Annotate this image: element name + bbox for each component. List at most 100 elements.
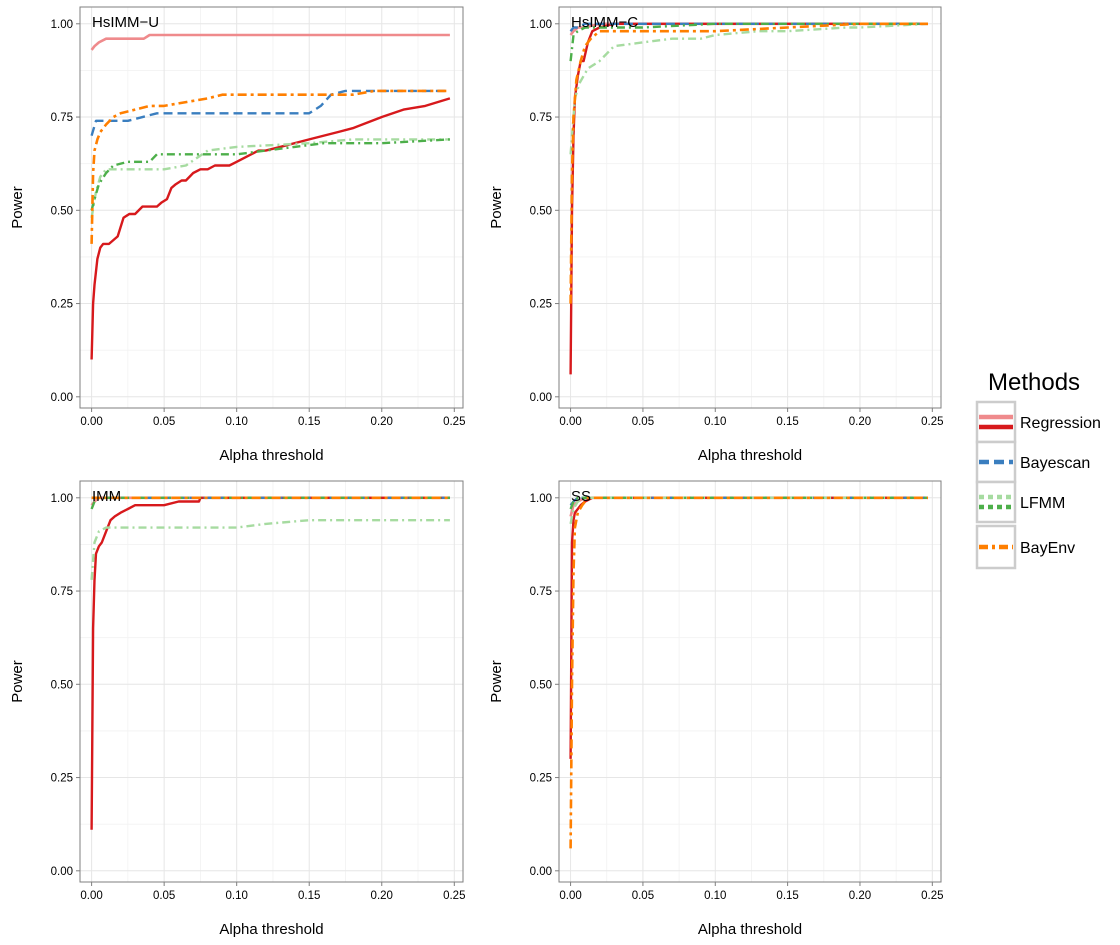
series-lines: [569, 22, 929, 375]
y-tick-label: 0.75: [530, 112, 552, 124]
panel-border: [558, 6, 942, 409]
y-tick-label: 0.00: [530, 392, 552, 404]
x-tick-label: 0.05: [632, 890, 654, 902]
series-lines: [90, 33, 451, 360]
x-tick-label: 0.25: [921, 416, 943, 428]
x-axis-title: Alpha threshold: [219, 921, 323, 938]
x-tick-label: 0.15: [776, 890, 798, 902]
panel-border: [558, 480, 942, 883]
y-tick-label: 0.50: [530, 679, 552, 691]
panel-2: 0.00 0.05 0.10 0.15 0.20 0.25 0.00 0.25 0.50 0.75…: [9, 480, 465, 938]
y-tick-label: 0.00: [51, 392, 73, 404]
x-tick-label: 0.05: [153, 890, 175, 902]
panel-border: [79, 480, 464, 883]
panel-1: 0.00 0.05 0.10 0.15 0.20 0.25 0.00 0.25 0.50 0.75…: [488, 6, 944, 464]
x-axis-title: Alpha threshold: [698, 921, 802, 938]
x-tick-label: 0.20: [849, 890, 871, 902]
panel-background: [80, 481, 463, 882]
x-tick-label: 0.15: [776, 416, 798, 428]
panel-background: [80, 7, 463, 408]
x-axis-title: Alpha threshold: [219, 447, 323, 464]
panel-title: HsIMM−C: [571, 14, 638, 31]
legend-title: Methods: [988, 369, 1080, 396]
legend-label: Bayescan: [1020, 455, 1090, 472]
series-line-lfmm: [569, 22, 928, 62]
series-line-lfmm: [90, 138, 450, 211]
y-tick-label: 0.25: [51, 299, 73, 311]
legend-label: BayEnv: [1020, 540, 1075, 557]
legend-item-lfmm: LFMM: [975, 480, 1065, 524]
series-line-bayenv: [569, 496, 928, 849]
panel-title: HsIMM−U: [92, 14, 159, 31]
y-tick-label: 0.25: [530, 773, 552, 785]
x-tick-label: 0.10: [704, 890, 726, 902]
y-tick-label: 0.75: [530, 586, 552, 598]
panel-border: [79, 6, 464, 409]
x-tick-label: 0.20: [849, 416, 871, 428]
x-tick-label: 0.15: [298, 416, 320, 428]
y-tick-label: 0.75: [51, 586, 73, 598]
series-line-lfmm: [569, 496, 928, 525]
x-tick-label: 0.20: [371, 416, 393, 428]
legend: Methods Regression Bayescan LFMM BayEnv: [975, 369, 1101, 570]
legend-key-box: [975, 400, 1017, 444]
x-tick-label: 0.10: [225, 416, 247, 428]
y-tick-label: 0.50: [51, 679, 73, 691]
x-tick-label: 0.00: [80, 416, 102, 428]
x-tick-label: 0.20: [371, 890, 393, 902]
x-tick-label: 0.10: [225, 890, 247, 902]
y-tick-label: 0.50: [51, 205, 73, 217]
y-tick-label: 1.00: [51, 19, 73, 31]
x-tick-label: 0.15: [298, 890, 320, 902]
panel-background: [559, 481, 941, 882]
x-tick-label: 0.00: [559, 416, 581, 428]
y-axis-title: Power: [488, 660, 505, 703]
y-tick-label: 0.25: [51, 773, 73, 785]
x-tick-label: 0.05: [632, 416, 654, 428]
series-line-bayescan: [90, 89, 450, 137]
panel-0: 0.00 0.05 0.10 0.15 0.20 0.25 0.00 0.25 0.50 0.75…: [9, 6, 465, 464]
series-line-lfmm: [90, 519, 450, 580]
x-tick-label: 0.05: [153, 416, 175, 428]
series-line-regression: [90, 33, 450, 51]
y-axis-title: Power: [9, 660, 26, 703]
y-tick-label: 1.00: [530, 493, 552, 505]
y-tick-label: 1.00: [51, 493, 73, 505]
legend-item-bayenv: BayEnv: [975, 524, 1075, 570]
y-tick-label: 0.50: [530, 205, 552, 217]
series-lines: [90, 496, 450, 830]
series-line-bayenv: [90, 89, 450, 244]
legend-label: Regression: [1020, 415, 1101, 432]
panel-title: IMM: [92, 488, 121, 505]
x-tick-label: 0.25: [921, 890, 943, 902]
panel-3: 0.00 0.05 0.10 0.15 0.20 0.25 0.00 0.25 0.50 0.75…: [488, 480, 944, 938]
legend-item-regression: Regression: [975, 400, 1101, 444]
legend-item-bayescan: Bayescan: [975, 440, 1090, 484]
series-line-lfmm: [90, 138, 450, 218]
y-axis-title: Power: [9, 186, 26, 229]
series-line-bayenv: [569, 22, 928, 304]
legend-label: LFMM: [1020, 495, 1065, 512]
x-tick-label: 0.00: [80, 890, 102, 902]
y-tick-label: 1.00: [530, 19, 552, 31]
panels-layer: 0.00 0.05 0.10 0.15 0.20 0.25 0.00 0.25 0.50 0.75…: [9, 6, 944, 938]
series-line-regression: [90, 496, 450, 830]
x-axis-title: Alpha threshold: [698, 447, 802, 464]
panel-title: SS: [571, 488, 591, 505]
y-tick-label: 0.75: [51, 112, 73, 124]
y-tick-label: 0.00: [51, 866, 73, 878]
panel-background: [559, 7, 941, 408]
y-tick-label: 0.25: [530, 299, 552, 311]
y-tick-label: 0.00: [530, 866, 552, 878]
x-tick-label: 0.25: [443, 890, 465, 902]
series-line-lfmm: [569, 496, 928, 510]
legend-key-box: [975, 480, 1017, 524]
x-tick-label: 0.00: [559, 890, 581, 902]
series-line-regression: [90, 97, 451, 360]
series-line-lfmm: [569, 22, 929, 155]
x-tick-label: 0.10: [704, 416, 726, 428]
series-lines: [569, 496, 928, 849]
legend-items: Regression Bayescan LFMM BayEnv: [975, 400, 1101, 570]
